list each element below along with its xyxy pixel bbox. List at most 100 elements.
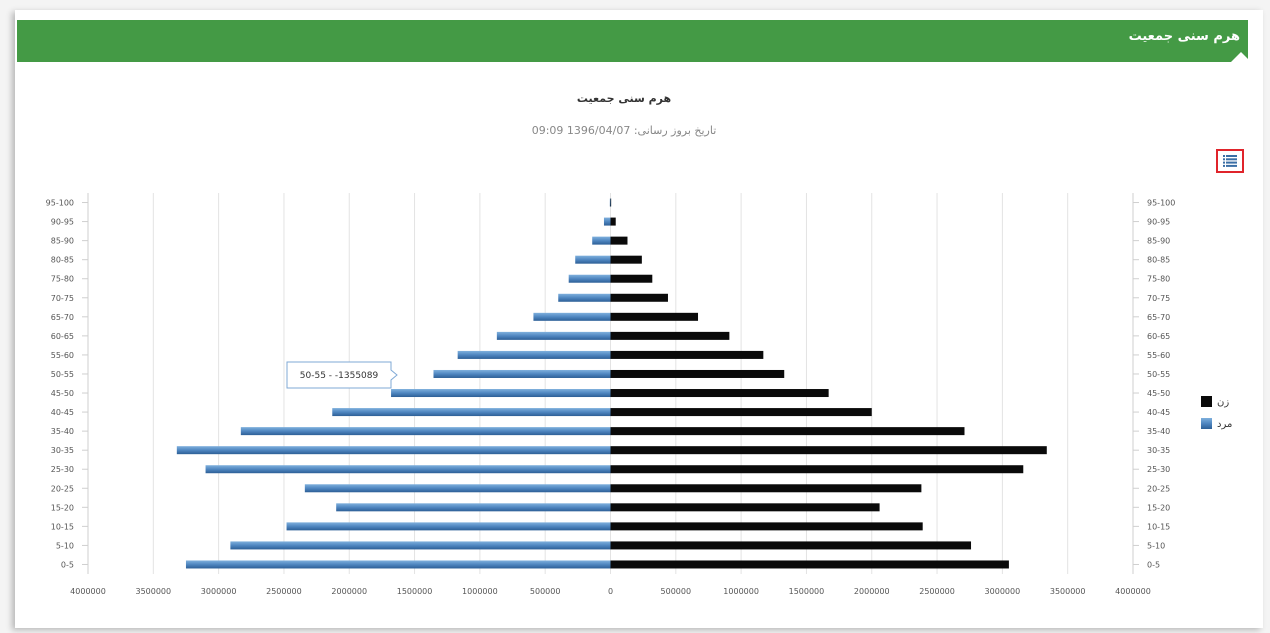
y-tick-label-right: 20-25 (1147, 484, 1170, 493)
bar-male (433, 369, 611, 378)
x-tick-label: 500000 (661, 587, 692, 596)
bar-female (610, 293, 668, 302)
y-tick-label-right: 15-20 (1147, 503, 1170, 512)
y-tick-label-right: 70-75 (1147, 294, 1170, 303)
y-tick-label-left: 65-70 (51, 313, 74, 322)
legend-swatch-female (1201, 396, 1212, 407)
bar-male (176, 446, 611, 455)
bar-male (457, 350, 611, 359)
y-tick-label-right: 90-95 (1147, 218, 1170, 227)
bar-female (610, 198, 612, 207)
bar-female (610, 350, 764, 359)
x-tick-label: 3000000 (985, 587, 1021, 596)
y-tick-label-right: 45-50 (1147, 389, 1170, 398)
bar-male (533, 312, 611, 321)
bar-male (336, 503, 611, 512)
y-tick-label-right: 0-5 (1147, 560, 1160, 569)
bar-female (610, 484, 922, 493)
x-tick-label: 3500000 (1050, 587, 1086, 596)
bar-male (304, 484, 611, 493)
x-tick-label: 2500000 (919, 587, 955, 596)
y-tick-label-right: 25-30 (1147, 465, 1170, 474)
bar-male (592, 236, 611, 245)
y-tick-label-right: 40-45 (1147, 408, 1170, 417)
bar-male (286, 522, 611, 531)
x-tick-label: 1500000 (397, 587, 433, 596)
y-tick-label-left: 40-45 (51, 408, 74, 417)
y-tick-label-left: 60-65 (51, 332, 74, 341)
y-tick-label-left: 10-15 (51, 522, 74, 531)
y-tick-label-right: 5-10 (1147, 541, 1165, 550)
y-tick-label-left: 55-60 (51, 351, 74, 360)
y-tick-label-left: 45-50 (51, 389, 74, 398)
chart-subtitle: تاریخ بروز رسانی: 1396/04/07 09:09 (531, 124, 717, 137)
bar-male (332, 408, 611, 417)
y-tick-label-left: 90-95 (51, 218, 74, 227)
bar-female (610, 408, 872, 417)
panel-header: هرم سنی جمعیت (17, 20, 1248, 62)
y-tick-label-left: 0-5 (61, 560, 74, 569)
header-notch (1231, 52, 1251, 62)
x-tick-label: 3000000 (201, 587, 237, 596)
bar-female (610, 369, 785, 378)
bar-male (568, 274, 611, 283)
y-tick-label-right: 95-100 (1147, 199, 1175, 208)
y-tick-label-left: 75-80 (51, 275, 74, 284)
y-tick-label-right: 35-40 (1147, 427, 1170, 436)
bar-female (610, 217, 616, 226)
y-tick-label-right: 60-65 (1147, 332, 1170, 341)
bar-female (610, 522, 923, 531)
bar-male (391, 389, 611, 398)
y-tick-label-left: 30-35 (51, 446, 74, 455)
list-icon (1223, 155, 1237, 167)
bar-male (230, 541, 611, 550)
y-tick-label-right: 85-90 (1147, 237, 1170, 246)
y-tick-label-left: 95-100 (46, 199, 74, 208)
y-tick-label-right: 30-35 (1147, 446, 1170, 455)
x-tick-label: 1500000 (789, 587, 825, 596)
x-tick-label: 0 (608, 587, 613, 596)
y-tick-label-right: 55-60 (1147, 351, 1170, 360)
y-tick-label-left: 20-25 (51, 484, 74, 493)
bar-female (610, 446, 1047, 455)
y-tick-label-left: 15-20 (51, 503, 74, 512)
bar-male (575, 255, 611, 264)
x-tick-label: 500000 (530, 587, 561, 596)
bar-female (610, 331, 730, 340)
bar-female (610, 274, 653, 283)
panel-title: هرم سنی جمعیت (1128, 29, 1240, 44)
y-tick-label-left: 85-90 (51, 237, 74, 246)
bar-female (610, 389, 829, 398)
x-tick-label: 2500000 (266, 587, 302, 596)
x-tick-label: 1000000 (723, 587, 759, 596)
bar-male (205, 465, 611, 474)
y-tick-label-left: 5-10 (56, 541, 74, 550)
y-tick-label-left: 80-85 (51, 256, 74, 265)
chart-menu-button[interactable] (1216, 149, 1244, 173)
y-tick-label-right: 10-15 (1147, 522, 1170, 531)
x-tick-label: 1000000 (462, 587, 498, 596)
bar-female (610, 541, 972, 550)
bar-female (610, 560, 1009, 569)
x-tick-label: 3500000 (135, 587, 171, 596)
bar-female (610, 465, 1024, 474)
bar-male (185, 560, 611, 569)
y-tick-label-right: 65-70 (1147, 313, 1170, 322)
chart-title: هرم سنی جمعیت (576, 92, 672, 105)
y-tick-label-right: 50-55 (1147, 370, 1170, 379)
legend-label-female: زن (1217, 397, 1229, 408)
y-tick-label-left: 35-40 (51, 427, 74, 436)
legend-label-male: مرد (1217, 419, 1232, 430)
bar-male (240, 427, 611, 436)
y-tick-label-right: 80-85 (1147, 256, 1170, 265)
bar-female (610, 427, 965, 436)
legend-swatch-male (1201, 418, 1212, 429)
y-tick-label-left: 50-55 (51, 370, 74, 379)
bar-female (610, 312, 699, 321)
x-tick-label: 4000000 (1115, 587, 1151, 596)
x-tick-label: 2000000 (854, 587, 890, 596)
bar-male (603, 217, 611, 226)
bar-male (496, 331, 611, 340)
x-tick-label: 2000000 (331, 587, 367, 596)
